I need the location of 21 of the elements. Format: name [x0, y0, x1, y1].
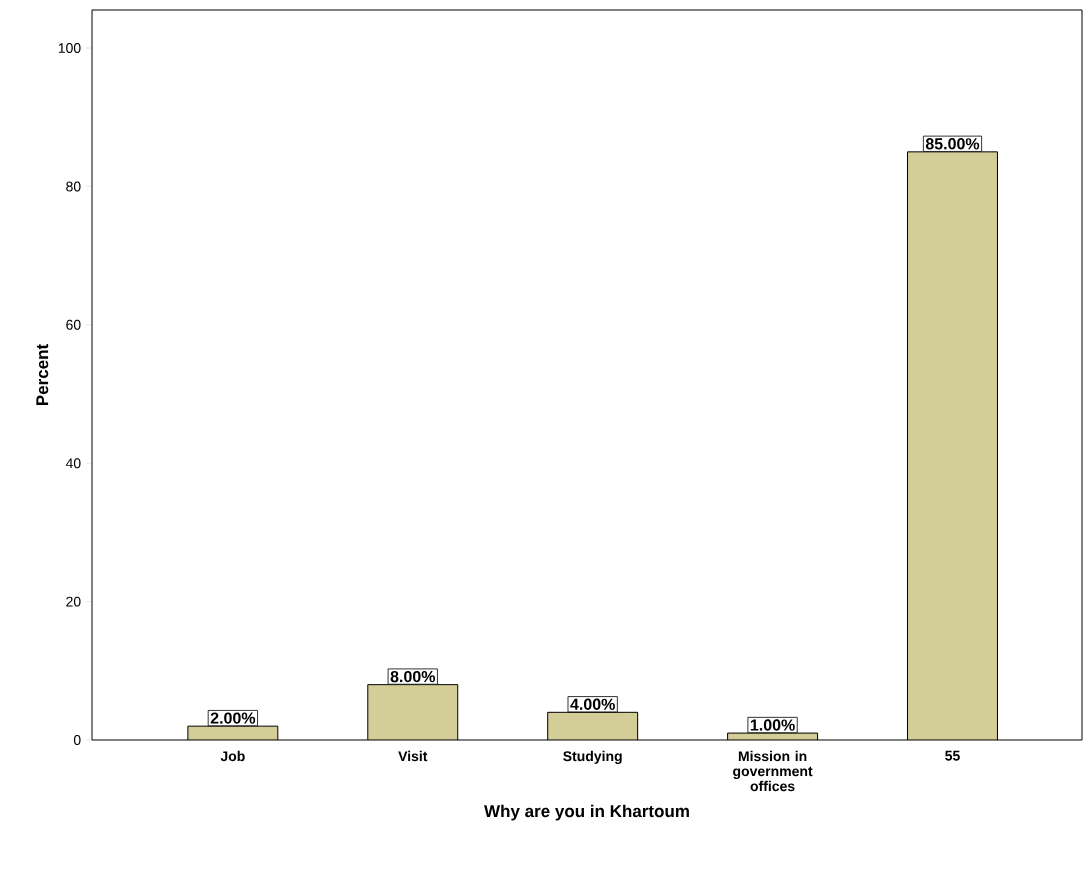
y-tick-label: 100: [58, 43, 81, 54]
x-tick-label: Studying: [563, 750, 622, 764]
data-label: 85.00%: [925, 138, 980, 150]
y-axis-title: Percent: [36, 344, 49, 406]
x-tick-label: Mission in government offices: [733, 750, 813, 792]
x-tick-label: Visit: [398, 750, 428, 762]
y-tick-label: 80: [66, 181, 81, 192]
x-axis-title: Why are you in Khartoum: [484, 804, 689, 821]
data-label: 4.00%: [570, 698, 615, 710]
y-tick-label: 60: [66, 319, 81, 330]
data-label: 2.00%: [210, 712, 256, 724]
y-tick-label: 40: [65, 458, 81, 469]
x-tick-label: Job: [220, 750, 245, 762]
y-tick-label: 20: [66, 596, 81, 607]
bar: [367, 684, 459, 740]
data-label: 8.00%: [390, 670, 436, 683]
bar: [907, 151, 998, 740]
x-tick-label: 55: [945, 750, 960, 761]
bar: [547, 711, 639, 740]
data-label: 1.00%: [750, 719, 795, 731]
y-tick-label: 0: [73, 735, 81, 745]
